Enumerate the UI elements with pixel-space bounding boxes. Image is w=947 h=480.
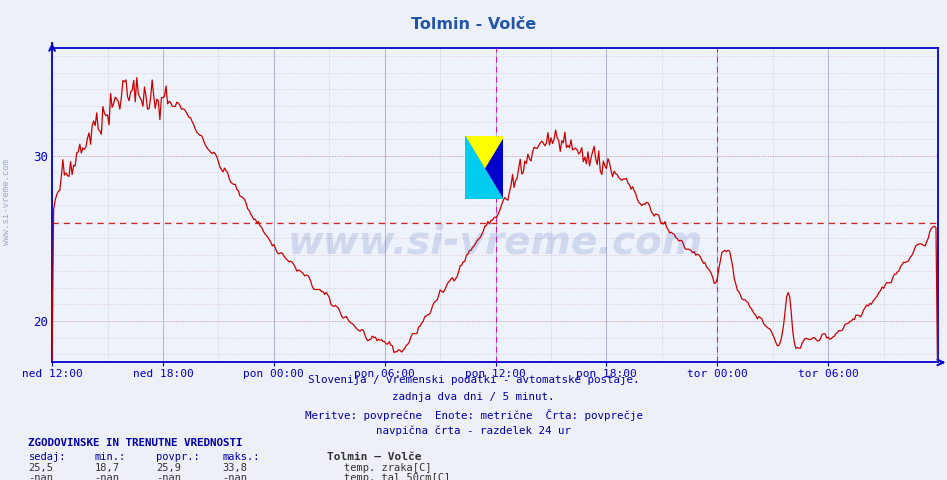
Polygon shape [465, 136, 503, 199]
Text: Meritve: povprečne  Enote: metrične  Črta: povprečje: Meritve: povprečne Enote: metrične Črta:… [305, 409, 642, 421]
Text: -nan: -nan [95, 473, 119, 480]
Text: navpična črta - razdelek 24 ur: navpična črta - razdelek 24 ur [376, 426, 571, 436]
Text: zadnja dva dni / 5 minut.: zadnja dva dni / 5 minut. [392, 392, 555, 402]
Text: temp. tal 50cm[C]: temp. tal 50cm[C] [344, 473, 450, 480]
Text: ZGODOVINSKE IN TRENUTNE VREDNOSTI: ZGODOVINSKE IN TRENUTNE VREDNOSTI [28, 438, 243, 448]
Text: www.si-vreme.com: www.si-vreme.com [2, 158, 11, 245]
Polygon shape [465, 136, 503, 168]
Text: povpr.:: povpr.: [156, 452, 200, 462]
Polygon shape [465, 136, 503, 199]
Text: 18,7: 18,7 [95, 463, 119, 473]
Text: min.:: min.: [95, 452, 126, 462]
Text: -nan: -nan [223, 473, 247, 480]
Text: Slovenija / vremenski podatki - avtomatske postaje.: Slovenija / vremenski podatki - avtomats… [308, 375, 639, 385]
Text: Tolmin - Volče: Tolmin - Volče [411, 17, 536, 32]
Text: maks.:: maks.: [223, 452, 260, 462]
Text: 33,8: 33,8 [223, 463, 247, 473]
Text: 25,9: 25,9 [156, 463, 181, 473]
Text: www.si-vreme.com: www.si-vreme.com [287, 224, 703, 262]
Polygon shape [465, 136, 503, 168]
Text: Tolmin – Volče: Tolmin – Volče [327, 452, 421, 462]
Text: -nan: -nan [28, 473, 53, 480]
Text: sedaj:: sedaj: [28, 452, 66, 462]
Text: -nan: -nan [156, 473, 181, 480]
Text: temp. zraka[C]: temp. zraka[C] [344, 463, 431, 473]
Text: 25,5: 25,5 [28, 463, 53, 473]
